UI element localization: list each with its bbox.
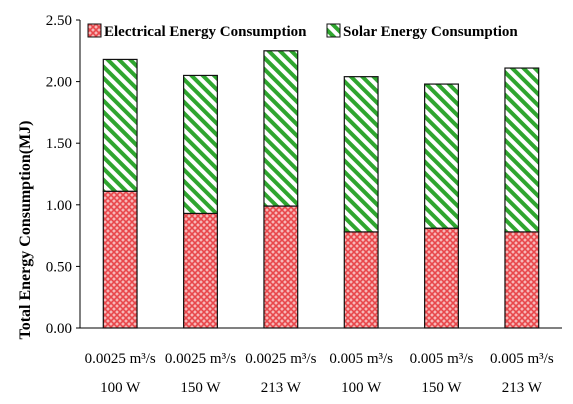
x-tick-label-power: 150 W [421,380,462,396]
y-tick-label: 1.50 [46,136,72,152]
legend-swatch-electrical [87,23,102,38]
x-tick-label-power: 150 W [180,380,221,396]
y-tick-label: 2.50 [46,13,72,29]
bar-electrical [504,231,540,329]
bar-electrical [343,231,379,329]
bar-electrical [263,205,299,329]
bar-electrical [424,227,459,329]
x-tick-label-power: 213 W [261,380,302,396]
bar-electrical [183,212,218,329]
bar-solar [343,76,379,233]
legend-label-solar: Solar Energy Consumption [343,24,518,40]
x-tick-label-flow: 0.0025 m³/s [165,351,236,367]
bars-group [102,50,540,329]
bar-solar [263,50,299,207]
y-tick-label: 0.50 [46,259,72,275]
y-tick-label: 0.00 [46,321,72,337]
bar-solar [183,74,218,215]
bar-solar [102,58,138,192]
x-tick-label-flow: 0.0025 m³/s [85,351,156,367]
legend-swatch-solar [326,23,341,38]
bar-electrical [102,190,138,329]
x-tick-label-flow: 0.005 m³/s [490,351,554,367]
x-tick-label-flow: 0.0025 m³/s [245,351,316,367]
bar-solar [504,67,540,233]
x-tick-label-flow: 0.005 m³/s [410,351,474,367]
x-tick-label-power: 213 W [502,380,543,396]
y-axis-label: Total Energy Consumption(MJ) [17,121,34,340]
bar-solar [424,83,459,229]
tick-labels: 0.00 0.50 1.00 1.50 2.00 2.50 0.0025 m³/s 100 W… [46,13,554,396]
x-tick-label-power: 100 W [341,380,382,396]
axes [76,19,562,329]
y-tick-label: 1.00 [46,198,72,214]
x-tick-label-power: 100 W [100,380,141,396]
x-tick-label-flow: 0.005 m³/s [329,351,393,367]
legend-label-electrical: Electrical Energy Consumption [104,24,307,40]
y-tick-label: 2.00 [46,75,72,91]
legend: Electrical Energy Consumption Solar Energ… [87,23,518,40]
